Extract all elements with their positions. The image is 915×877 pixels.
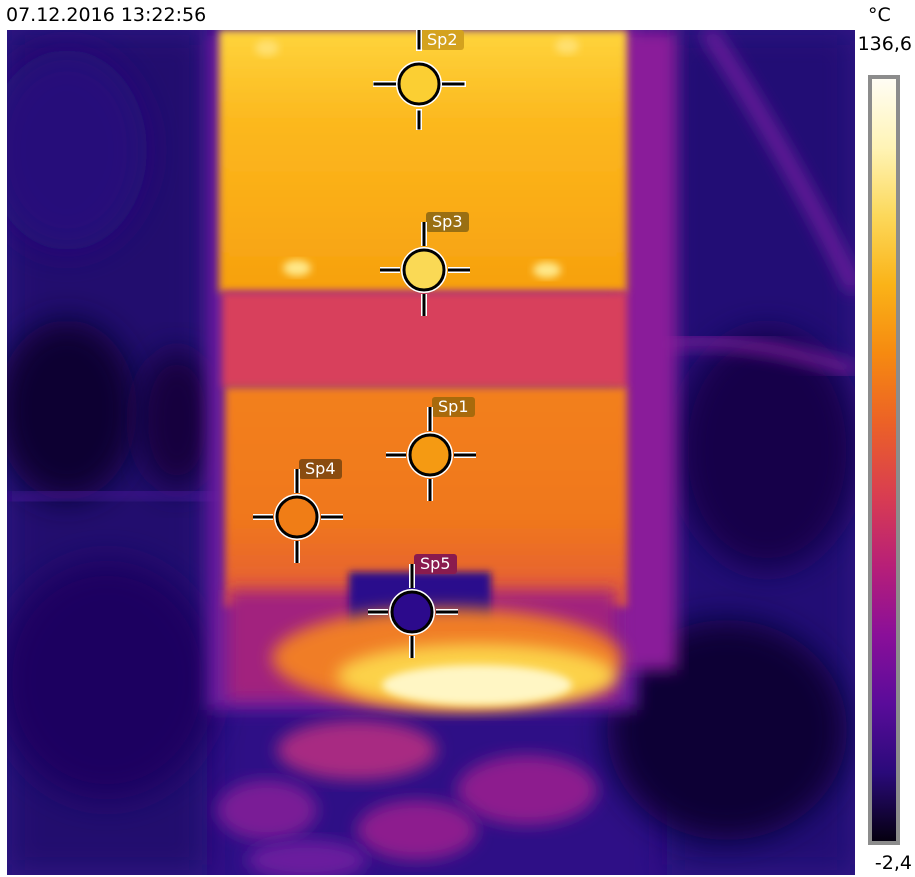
scale-min-value: -2,4 xyxy=(874,852,912,874)
crosshair-icon xyxy=(386,407,476,501)
scale-max-value: 136,6 xyxy=(857,33,912,55)
spot-marker-sp3[interactable]: Sp3 xyxy=(378,212,472,318)
crosshair-icon xyxy=(368,564,458,658)
spot-marker-sp4[interactable]: Sp4 xyxy=(251,459,345,565)
crosshair-icon xyxy=(253,469,343,563)
spot-label-sp3: Sp3 xyxy=(426,212,469,232)
crosshair-icon xyxy=(373,30,466,130)
spot-marker-sp1[interactable]: Sp1 xyxy=(384,397,478,503)
crosshair-icon xyxy=(380,222,470,316)
spot-label-sp5: Sp5 xyxy=(414,554,457,574)
spot-marker-sp2[interactable]: Sp2 xyxy=(373,30,467,130)
spot-label-sp1: Sp1 xyxy=(432,397,475,417)
spot-marker-sp5[interactable]: Sp5 xyxy=(366,554,460,660)
thermal-image-canvas xyxy=(7,30,855,875)
spot-label-sp4: Sp4 xyxy=(299,459,342,479)
thermal-image xyxy=(7,30,855,875)
timestamp: 07.12.2016 13:22:56 xyxy=(6,4,207,26)
temperature-unit: °C xyxy=(868,4,891,26)
spot-label-sp2: Sp2 xyxy=(421,30,464,50)
temperature-color-scale xyxy=(868,75,900,845)
